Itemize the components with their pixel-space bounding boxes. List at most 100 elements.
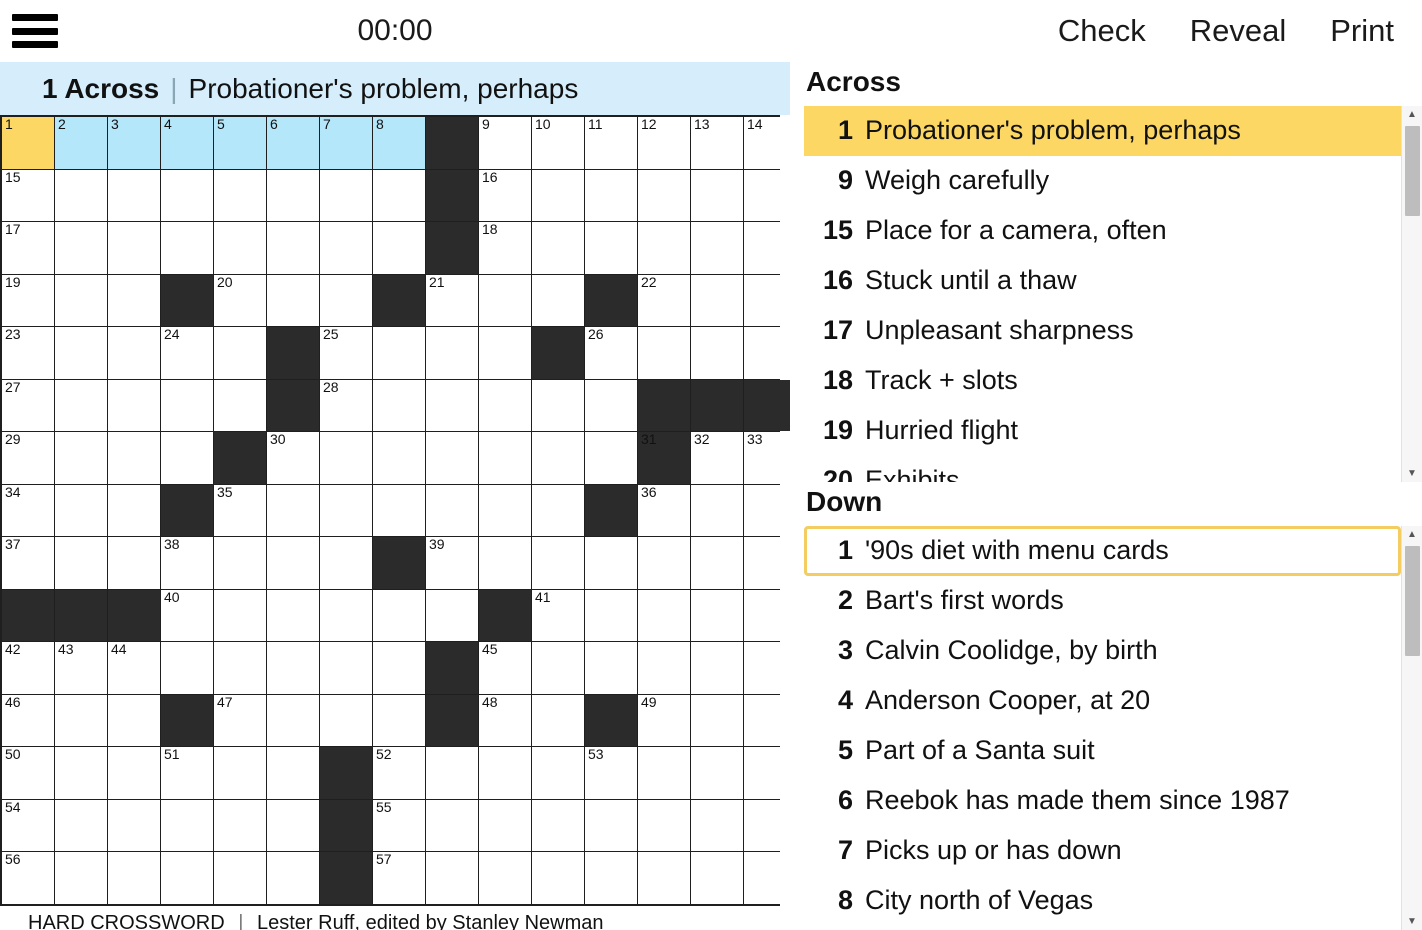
grid-cell[interactable] — [373, 379, 425, 431]
grid-cell[interactable] — [108, 222, 160, 274]
grid-cell-highlighted[interactable]: 5 — [214, 117, 266, 169]
clue-item-down-6[interactable]: 6 Reebok has made them since 1987 — [804, 776, 1401, 826]
grid-cell[interactable]: 44 — [108, 642, 160, 694]
grid-cell[interactable] — [532, 274, 584, 326]
grid-cell[interactable] — [585, 537, 637, 589]
grid-cell[interactable]: 37 — [2, 537, 54, 589]
grid-cell[interactable] — [161, 222, 213, 274]
grid-cell[interactable] — [55, 537, 107, 589]
grid-cell[interactable] — [744, 589, 796, 641]
grid-cell-highlighted[interactable]: 6 — [267, 117, 319, 169]
grid-cell[interactable] — [532, 484, 584, 536]
grid-cell[interactable] — [108, 274, 160, 326]
grid-cell[interactable] — [320, 537, 372, 589]
grid-cell[interactable] — [161, 432, 213, 484]
grid-cell[interactable] — [691, 484, 743, 536]
grid-cell[interactable] — [426, 484, 478, 536]
grid-cell[interactable] — [373, 694, 425, 746]
grid-cell[interactable] — [267, 274, 319, 326]
grid-cell[interactable] — [479, 852, 531, 904]
grid-cell[interactable] — [532, 852, 584, 904]
grid-cell[interactable] — [267, 694, 319, 746]
grid-cell[interactable]: 29 — [2, 432, 54, 484]
grid-cell[interactable] — [691, 642, 743, 694]
clue-item-across-16[interactable]: 16 Stuck until a thaw — [804, 256, 1401, 306]
grid-cell[interactable]: 48 — [479, 694, 531, 746]
grid-cell[interactable] — [161, 852, 213, 904]
grid-cell[interactable] — [214, 852, 266, 904]
grid-cell[interactable] — [320, 484, 372, 536]
grid-cell[interactable]: 42 — [2, 642, 54, 694]
grid-cell[interactable] — [532, 642, 584, 694]
clue-item-down-1[interactable]: 1 '90s diet with menu cards — [804, 526, 1401, 576]
grid-cell[interactable] — [585, 799, 637, 851]
grid-cell[interactable] — [426, 747, 478, 799]
grid-cell[interactable]: 56 — [2, 852, 54, 904]
scroll-down-icon[interactable]: ▼ — [1407, 916, 1417, 927]
grid-cell[interactable]: 36 — [638, 484, 690, 536]
clue-item-down-4[interactable]: 4 Anderson Cooper, at 20 — [804, 676, 1401, 726]
check-button[interactable]: Check — [1057, 13, 1146, 48]
grid-cell[interactable] — [161, 379, 213, 431]
grid-cell[interactable]: 33 — [744, 432, 796, 484]
grid-cell[interactable] — [161, 642, 213, 694]
grid-cell[interactable] — [214, 589, 266, 641]
grid-cell[interactable] — [214, 642, 266, 694]
grid-cell[interactable] — [267, 747, 319, 799]
grid-cell[interactable] — [744, 642, 796, 694]
grid-cell[interactable] — [55, 169, 107, 221]
grid-cell[interactable] — [108, 747, 160, 799]
grid-cell[interactable] — [373, 484, 425, 536]
grid-cell[interactable]: 28 — [320, 379, 372, 431]
clue-item-across-18[interactable]: 18 Track + slots — [804, 356, 1401, 406]
grid-cell[interactable]: 11 — [585, 117, 637, 169]
grid-cell[interactable]: 19 — [2, 274, 54, 326]
grid-cell[interactable]: 18 — [479, 222, 531, 274]
clue-item-across-15[interactable]: 15 Place for a camera, often — [804, 206, 1401, 256]
grid-cell[interactable]: 40 — [161, 589, 213, 641]
grid-cell[interactable] — [108, 799, 160, 851]
grid-cell[interactable] — [320, 642, 372, 694]
grid-cell[interactable] — [426, 432, 478, 484]
grid-cell-highlighted[interactable]: 2 — [55, 117, 107, 169]
grid-cell[interactable] — [691, 852, 743, 904]
grid-cell[interactable] — [108, 484, 160, 536]
grid-cell[interactable] — [638, 222, 690, 274]
grid-cell[interactable] — [532, 799, 584, 851]
clue-item-down-2[interactable]: 2 Bart's first words — [804, 576, 1401, 626]
grid-cell[interactable] — [161, 169, 213, 221]
grid-cell[interactable] — [267, 169, 319, 221]
grid-cell[interactable] — [373, 589, 425, 641]
grid-cell[interactable] — [320, 589, 372, 641]
grid-cell[interactable]: 34 — [2, 484, 54, 536]
grid-cell[interactable] — [532, 379, 584, 431]
scroll-up-icon[interactable]: ▲ — [1407, 109, 1417, 120]
grid-cell[interactable]: 12 — [638, 117, 690, 169]
across-clue-list[interactable]: 1 Probationer's problem, perhaps 9 Weigh ca… — [804, 106, 1401, 482]
grid-cell[interactable] — [108, 327, 160, 379]
grid-cell[interactable] — [479, 432, 531, 484]
grid-cell[interactable] — [214, 169, 266, 221]
grid-cell[interactable] — [479, 274, 531, 326]
grid-cell[interactable] — [691, 169, 743, 221]
grid-cell[interactable]: 55 — [373, 799, 425, 851]
grid-cell[interactable] — [55, 274, 107, 326]
grid-cell[interactable] — [532, 169, 584, 221]
grid-cell[interactable]: 20 — [214, 274, 266, 326]
grid-cell[interactable]: 47 — [214, 694, 266, 746]
scroll-up-icon[interactable]: ▲ — [1407, 529, 1417, 540]
grid-cell[interactable] — [55, 222, 107, 274]
across-scrollbar[interactable]: ▲ ▼ — [1401, 106, 1422, 482]
grid-cell[interactable] — [320, 694, 372, 746]
grid-cell[interactable] — [744, 694, 796, 746]
grid-cell[interactable]: 10 — [532, 117, 584, 169]
grid-cell[interactable] — [744, 169, 796, 221]
grid-cell[interactable]: 24 — [161, 327, 213, 379]
grid-cell[interactable] — [638, 747, 690, 799]
grid-cell[interactable]: 50 — [2, 747, 54, 799]
grid-cell[interactable] — [267, 852, 319, 904]
grid-cell[interactable] — [585, 852, 637, 904]
grid-cell[interactable] — [479, 537, 531, 589]
grid-cell[interactable] — [214, 747, 266, 799]
grid-cell[interactable]: 17 — [2, 222, 54, 274]
